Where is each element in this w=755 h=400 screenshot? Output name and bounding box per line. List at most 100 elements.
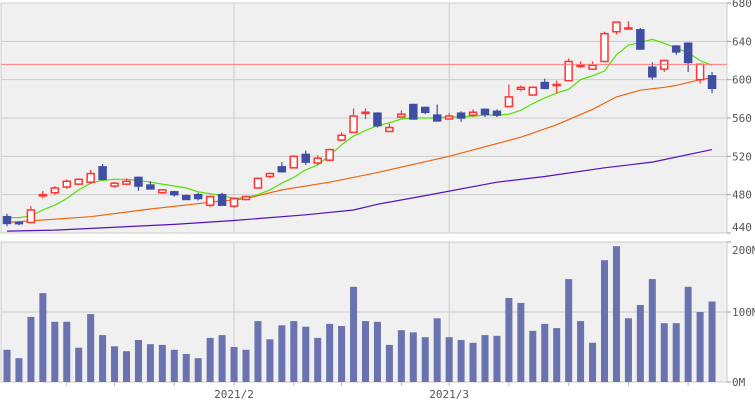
volume-bar bbox=[589, 342, 597, 382]
candle-up bbox=[695, 63, 705, 81]
volume-bar bbox=[493, 335, 501, 382]
volume-bar bbox=[445, 337, 453, 382]
price-tick-label: 440 bbox=[732, 221, 752, 234]
candle-up bbox=[444, 115, 454, 120]
candle-up bbox=[74, 178, 83, 185]
candle-up bbox=[397, 113, 406, 118]
volume-bar bbox=[99, 335, 107, 382]
candle-down bbox=[217, 193, 227, 206]
candle-down bbox=[98, 166, 107, 181]
volume-bar bbox=[397, 330, 405, 382]
candle-down bbox=[277, 166, 287, 173]
volume-bar bbox=[529, 330, 537, 382]
candle-up bbox=[229, 197, 239, 207]
volume-bar bbox=[541, 323, 549, 382]
candle-down bbox=[301, 153, 310, 163]
volume-bar bbox=[206, 337, 214, 382]
volume-bar bbox=[314, 337, 322, 382]
price-tick-label: 520 bbox=[732, 150, 752, 163]
candle-up bbox=[612, 21, 621, 33]
candle-up bbox=[253, 177, 263, 189]
candle-up bbox=[289, 155, 299, 169]
volume-bar bbox=[362, 321, 369, 382]
moving-average-line-ma-short bbox=[7, 38, 713, 219]
candle-up bbox=[516, 86, 526, 91]
volume-bar bbox=[170, 349, 178, 382]
moving-averages bbox=[6, 38, 713, 232]
volume-bar bbox=[421, 337, 429, 382]
candle-up bbox=[110, 182, 119, 187]
candle-down bbox=[409, 103, 418, 120]
candle-down bbox=[421, 106, 430, 114]
volume-bar bbox=[218, 335, 226, 382]
volume-bar bbox=[15, 358, 23, 382]
price-tick-label: 560 bbox=[732, 112, 752, 125]
volume-bar bbox=[457, 340, 465, 382]
candle-down bbox=[671, 45, 681, 53]
candle-down bbox=[170, 191, 179, 196]
volume-bar bbox=[266, 339, 274, 382]
candle-up bbox=[564, 60, 573, 82]
x-axis: 2021/2 2021/3 bbox=[66, 382, 689, 400]
candle-down bbox=[193, 193, 203, 200]
volume-bar bbox=[373, 321, 381, 382]
volume-bar bbox=[517, 302, 525, 382]
volume-bar bbox=[469, 342, 477, 382]
volume-bar bbox=[242, 349, 250, 382]
candle-up bbox=[205, 195, 215, 206]
candle-up bbox=[361, 111, 370, 115]
volume-bar bbox=[338, 326, 346, 382]
volume-bar bbox=[708, 301, 716, 382]
candle-down bbox=[432, 114, 442, 122]
candle-up bbox=[528, 86, 538, 96]
volume-pane: 200M 100M 0M 2021/2 2021/3 bbox=[0, 241, 755, 400]
volume-bar bbox=[39, 293, 47, 382]
candle-up bbox=[349, 115, 358, 134]
price-axis: 680 640 600 560 520 480 440 bbox=[727, 0, 752, 234]
candle-up bbox=[385, 126, 394, 133]
volume-bar bbox=[577, 321, 585, 382]
candle-up bbox=[600, 32, 609, 63]
candle-down bbox=[480, 108, 490, 115]
volume-bars bbox=[3, 246, 716, 382]
candle-down bbox=[182, 194, 191, 201]
volume-bar bbox=[409, 332, 417, 382]
volume-bar bbox=[51, 321, 59, 382]
candle-down bbox=[373, 112, 382, 127]
volume-bar bbox=[194, 358, 202, 382]
volume-bar bbox=[75, 347, 83, 382]
candle-up bbox=[624, 27, 633, 30]
volume-bar bbox=[230, 347, 238, 382]
x-tick-label: 2021/2 bbox=[214, 388, 254, 400]
volume-bar bbox=[63, 321, 71, 382]
volume-bar bbox=[672, 323, 680, 382]
volume-bar bbox=[696, 312, 704, 382]
volume-bar bbox=[182, 354, 190, 382]
candle-up bbox=[337, 134, 346, 141]
volume-tick-label: 200M bbox=[732, 244, 755, 257]
candle-down bbox=[14, 221, 24, 225]
volume-bar bbox=[111, 346, 119, 382]
candle-down bbox=[540, 81, 549, 90]
candle-down bbox=[146, 184, 155, 190]
candle-up bbox=[38, 193, 48, 197]
candle-up bbox=[468, 111, 478, 116]
candle-down bbox=[456, 112, 466, 119]
candle-up bbox=[158, 189, 167, 194]
price-tick-label: 680 bbox=[732, 0, 752, 10]
volume-tick-label: 100M bbox=[732, 306, 755, 319]
candle-down bbox=[648, 66, 657, 78]
price-tick-label: 600 bbox=[732, 74, 752, 87]
volume-tick-label: 0M bbox=[732, 376, 746, 389]
volume-bar bbox=[290, 321, 298, 382]
candle-up bbox=[122, 180, 131, 185]
moving-average-line-ma-mid bbox=[6, 77, 713, 224]
candle-up bbox=[552, 83, 561, 87]
candle-up bbox=[26, 209, 36, 224]
price-tick-label: 640 bbox=[732, 35, 752, 48]
volume-bar bbox=[565, 279, 573, 382]
candle-up bbox=[588, 64, 597, 70]
candle-up bbox=[576, 64, 585, 68]
volume-bar bbox=[601, 260, 608, 382]
volume-bar bbox=[660, 323, 668, 382]
